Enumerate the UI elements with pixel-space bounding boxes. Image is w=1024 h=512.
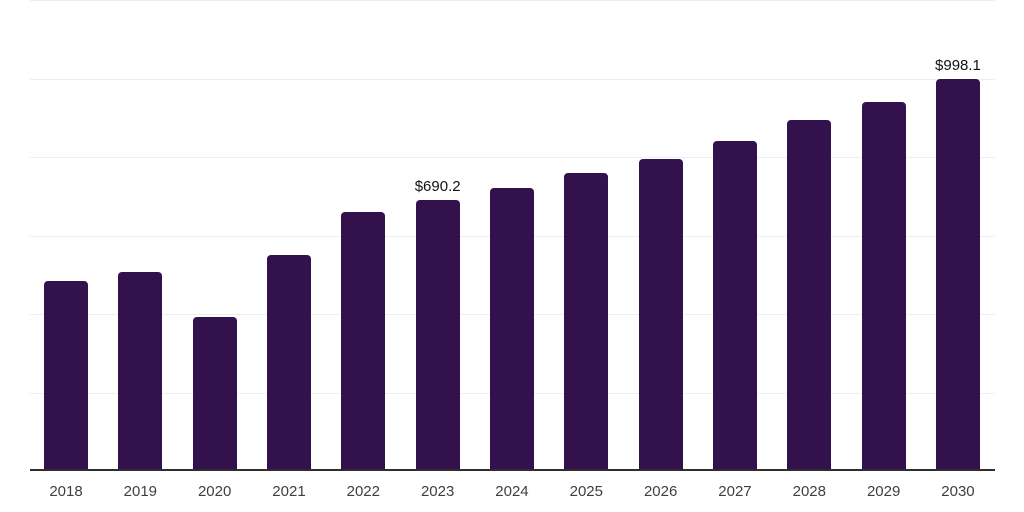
bar-2029[interactable] (861, 102, 906, 471)
x-tick-label-2023: 2023 (420, 483, 455, 500)
bar-2026[interactable] (638, 158, 683, 471)
bar-2021[interactable] (266, 254, 311, 471)
bar-2022[interactable] (341, 211, 386, 471)
x-tick-label-2029: 2029 (866, 483, 901, 500)
gridline (30, 0, 995, 1)
x-tick-label-2028: 2028 (792, 483, 826, 500)
x-tick-label-2022: 2022 (346, 483, 380, 500)
bar-2025[interactable] (564, 172, 609, 471)
bar-2024[interactable] (489, 187, 534, 471)
gridline (30, 157, 995, 158)
x-tick-label-2025: 2025 (569, 483, 603, 500)
bar-2027[interactable] (712, 141, 757, 471)
plot-area: $690.2 $998.1 (30, 0, 995, 471)
x-tick-label-2024: 2024 (495, 483, 529, 500)
x-tick-label-2018: 2018 (49, 483, 83, 500)
bar-2030[interactable] (935, 79, 980, 471)
x-tick-label-2030: 2030 (941, 483, 975, 500)
bar-2023[interactable] (415, 200, 460, 471)
x-tick-label-2027: 2027 (718, 483, 752, 500)
bar-2018[interactable] (44, 280, 88, 471)
gridline (30, 78, 995, 80)
x-tick-label-2021: 2021 (272, 483, 306, 500)
x-axis-line (30, 469, 995, 471)
x-axis-labels: 2018 2019 2020 2021 2022 2023 2024 2025 2026 2027… (30, 483, 995, 507)
bar-data-label-2023: $690.2 (414, 178, 461, 196)
x-tick-label-2026: 2026 (643, 483, 678, 500)
bar-2020[interactable] (192, 316, 237, 471)
bar-data-label-2030: $998.1 (935, 57, 981, 75)
x-tick-label-2020: 2020 (197, 483, 232, 500)
bar-2028[interactable] (787, 120, 832, 471)
x-tick-label-2019: 2019 (123, 483, 158, 500)
bar-2019[interactable] (118, 272, 163, 471)
